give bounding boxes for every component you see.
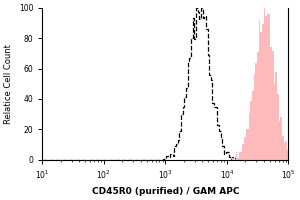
X-axis label: CD45R0 (purified) / GAM APC: CD45R0 (purified) / GAM APC [92, 187, 239, 196]
Y-axis label: Relatice Cell Count: Relatice Cell Count [4, 44, 13, 124]
